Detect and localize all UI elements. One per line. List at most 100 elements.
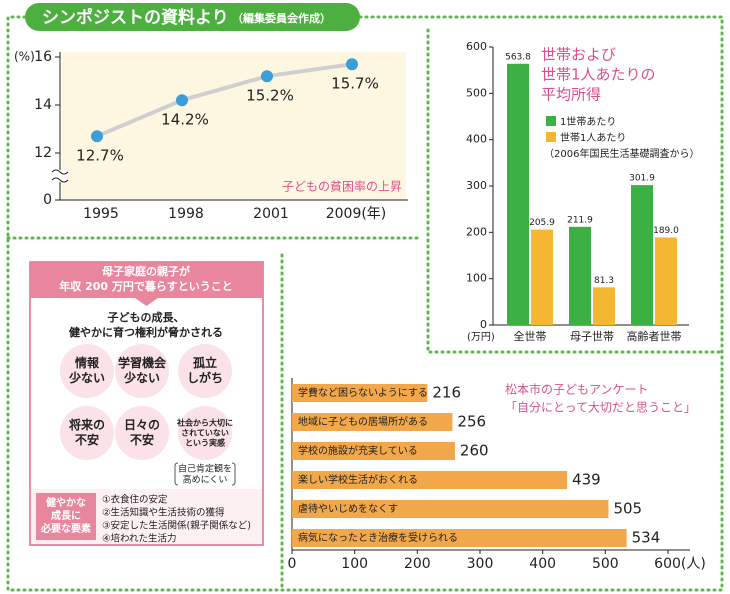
bar — [531, 229, 553, 325]
y-tick-label: 500 — [466, 86, 487, 99]
value-label: 301.9 — [629, 174, 655, 184]
diagram-subheading: 子どもの成長、 — [108, 310, 185, 324]
frame — [6, 15, 724, 592]
marker — [91, 130, 103, 143]
y-tick-label: 0 — [43, 192, 52, 208]
header-title: シンポジストの資料より — [42, 7, 229, 28]
legend-swatch — [546, 132, 556, 142]
issue-circle — [60, 344, 114, 398]
issue-label: しがち — [187, 370, 223, 385]
divider — [426, 28, 724, 354]
issue-circle — [115, 406, 169, 460]
axis-break — [51, 169, 69, 183]
category-label: 学校の施設が充実している — [298, 444, 418, 457]
y-tick-label: 0 — [480, 318, 487, 331]
issue-label: 不安 — [130, 432, 154, 447]
value-label: 216 — [432, 384, 461, 402]
category-label: 地域に子どもの居場所がある — [298, 415, 428, 428]
y-tick-label: 600 — [466, 40, 487, 53]
x-tick-label: 500 — [592, 556, 619, 572]
issue-label: 不安 — [75, 432, 99, 447]
issue-circle — [178, 406, 232, 460]
bracket-label: 高めにくい — [183, 474, 228, 486]
x-tick-label: 600(人) — [654, 556, 706, 572]
y-unit: (%) — [14, 50, 35, 64]
x-tick-label: 200 — [404, 556, 431, 572]
y-tick-label: 300 — [466, 179, 487, 192]
y-tick-label: 400 — [466, 133, 487, 146]
header-credit: （編集委員会作成） — [232, 11, 331, 25]
value-label: 205.9 — [529, 218, 555, 228]
value-label: 81.3 — [594, 276, 614, 286]
chart-title: 「自分にとって大切だと思うこと」 — [505, 401, 696, 415]
value-label: 534 — [632, 529, 661, 547]
issue-label: 少ない — [69, 370, 105, 385]
marker — [346, 58, 358, 71]
category-label: 病気になったとき治療を受けられる — [298, 531, 458, 544]
legend-label: 1世帯あたり — [560, 115, 616, 128]
legend-label: 世帯1人あたり — [560, 131, 626, 144]
issue-label: という実感 — [185, 438, 225, 448]
y-tick-label: 16 — [34, 49, 52, 65]
bar — [292, 529, 627, 547]
x-tick-label: 400 — [529, 556, 556, 572]
needs-label: 必要な要素 — [40, 522, 91, 535]
bar — [292, 500, 609, 518]
issue-label: 日々の — [124, 418, 160, 432]
y-tick-label: 12 — [34, 145, 52, 161]
issue-label: 孤立 — [193, 355, 217, 370]
bracket — [174, 462, 236, 486]
value-label: 256 — [457, 413, 486, 431]
x-tick-label: 全世帯 — [514, 329, 547, 343]
y-tick-label: 100 — [466, 272, 487, 285]
chart-title: 松本市の子どもアンケート — [505, 383, 649, 397]
issue-circle — [115, 344, 169, 398]
value-label: 12.7% — [76, 147, 124, 165]
value-label: 189.0 — [653, 226, 679, 236]
bar — [292, 413, 453, 431]
y-tick-label: 14 — [34, 97, 52, 113]
value-label: 563.8 — [505, 52, 531, 62]
diagram-subheading: 健やかに育つ権利が脅かされる — [68, 325, 223, 339]
x-tick-label: 高齢者世帯 — [627, 329, 682, 343]
x-tick-label: 100 — [341, 556, 368, 572]
issue-label: 社会から大切に — [176, 418, 233, 428]
value-label: 505 — [613, 500, 642, 518]
bar — [631, 185, 653, 325]
x-tick-label: 300 — [467, 556, 494, 572]
chart-title: 平均所得 — [541, 86, 601, 104]
y-tick-label: 200 — [466, 225, 487, 238]
bar — [507, 63, 529, 325]
axis-break-gap — [52, 170, 68, 182]
value-label: 439 — [572, 471, 601, 489]
issue-label: されていない — [181, 429, 229, 438]
value-label: 211.9 — [567, 215, 593, 225]
bar — [569, 226, 591, 325]
need-item: ④培われた生活力 — [102, 533, 177, 545]
issue-label: 将来の — [68, 417, 105, 432]
x-tick-label: 2001 — [253, 206, 289, 222]
issue-circle — [60, 406, 114, 460]
need-item: ③安定した生活関係(親子関係など) — [102, 520, 251, 532]
need-item: ①衣食住の安定 — [102, 494, 168, 506]
bar — [655, 237, 677, 325]
x-tick-label: 1995 — [83, 206, 119, 222]
chart-title: 世帯1人あたりの — [541, 66, 656, 84]
x-tick-label: 1998 — [168, 206, 204, 222]
chart-title: 世帯および — [541, 46, 616, 64]
x-tick-label: 0 — [288, 556, 297, 572]
issue-label: 学習機会 — [118, 355, 167, 370]
diagram-header: 年収 200 万円で暮らすということ — [59, 279, 232, 293]
category-label: 学費など困らないようにする — [298, 386, 428, 399]
needs-label: 成長に — [51, 509, 81, 522]
issue-label: 少ない — [124, 370, 160, 385]
header-banner — [25, 3, 360, 31]
marker — [261, 70, 273, 83]
value-label: 15.7% — [331, 75, 379, 93]
issue-label: 情報 — [75, 355, 100, 370]
diagram-header-box — [30, 262, 263, 298]
value-label: 14.2% — [161, 111, 209, 129]
bracket-label: 自己肯定観を — [178, 463, 232, 475]
bar — [292, 442, 455, 460]
